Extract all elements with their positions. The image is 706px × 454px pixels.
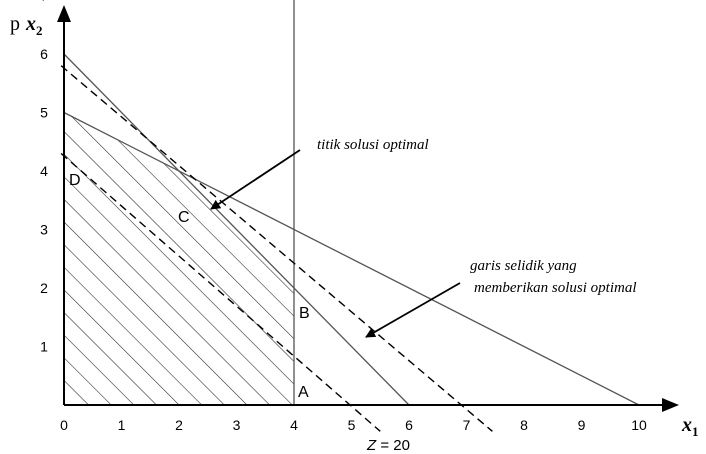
x-tick-label: 8 bbox=[520, 417, 528, 433]
objective-line-optimal bbox=[60, 65, 493, 432]
z-value: = 20 bbox=[376, 437, 410, 454]
constraint-line-2 bbox=[63, 111, 640, 406]
x-tick-label: 0 bbox=[60, 417, 68, 433]
y-tick-label: 3 bbox=[40, 222, 48, 238]
point-b-label: B bbox=[299, 305, 310, 322]
x-axis-arrow-icon bbox=[662, 398, 679, 412]
point-a-label: A bbox=[298, 384, 309, 401]
z-symbol: Z bbox=[366, 437, 377, 454]
y-axis-label: x2 bbox=[25, 13, 43, 38]
x-tick-label: 1 bbox=[118, 417, 126, 433]
x-tick-label: 7 bbox=[463, 417, 471, 433]
y-tick-label: 2 bbox=[40, 280, 48, 296]
y-tick-label: 4 bbox=[40, 163, 48, 179]
x-tick-label: 9 bbox=[578, 417, 586, 433]
y-axis-label-sub: 2 bbox=[36, 23, 43, 38]
y-tick-label: 6 bbox=[40, 46, 48, 62]
y-tick-label: 1 bbox=[40, 339, 48, 355]
point-c-label: C bbox=[178, 209, 190, 226]
y-axis-prefix: p bbox=[10, 13, 20, 35]
x-tick-label: 10 bbox=[631, 417, 647, 433]
y-tick-label: 5 bbox=[40, 105, 48, 121]
x-tick-label: 5 bbox=[348, 417, 356, 433]
y-axis-arrow-icon bbox=[57, 5, 71, 22]
optimal-point-note: titik solusi optimal bbox=[317, 137, 429, 153]
constraint-line-1 bbox=[63, 53, 410, 406]
x-tick-label: 4 bbox=[290, 417, 298, 433]
x-tick-label: 3 bbox=[233, 417, 241, 433]
optimal-line-note-line1: garis selidik yang bbox=[470, 258, 577, 274]
y-tick-label: 7 bbox=[40, 0, 48, 4]
x-axis-label: x1 bbox=[681, 414, 699, 439]
x-tick-label: 6 bbox=[405, 417, 413, 433]
x-tick-label: 2 bbox=[175, 417, 183, 433]
x-axis-label-main: x bbox=[681, 414, 692, 436]
objective-line-z20 bbox=[60, 152, 381, 432]
optimal-line-arrow-icon bbox=[365, 282, 461, 338]
z-value-label: Z = 20 bbox=[366, 437, 410, 454]
y-axis-label-main: x bbox=[25, 13, 36, 35]
optimal-line-note-line2: memberikan solusi optimal bbox=[474, 280, 637, 296]
optimal-point-arrow-icon bbox=[210, 149, 301, 210]
x-axis-label-sub: 1 bbox=[692, 424, 699, 439]
point-d-label: D bbox=[69, 172, 81, 189]
feasible-region bbox=[64, 112, 294, 405]
x-tick-labels: 0 1 2 3 4 5 6 7 8 9 10 bbox=[60, 417, 647, 433]
